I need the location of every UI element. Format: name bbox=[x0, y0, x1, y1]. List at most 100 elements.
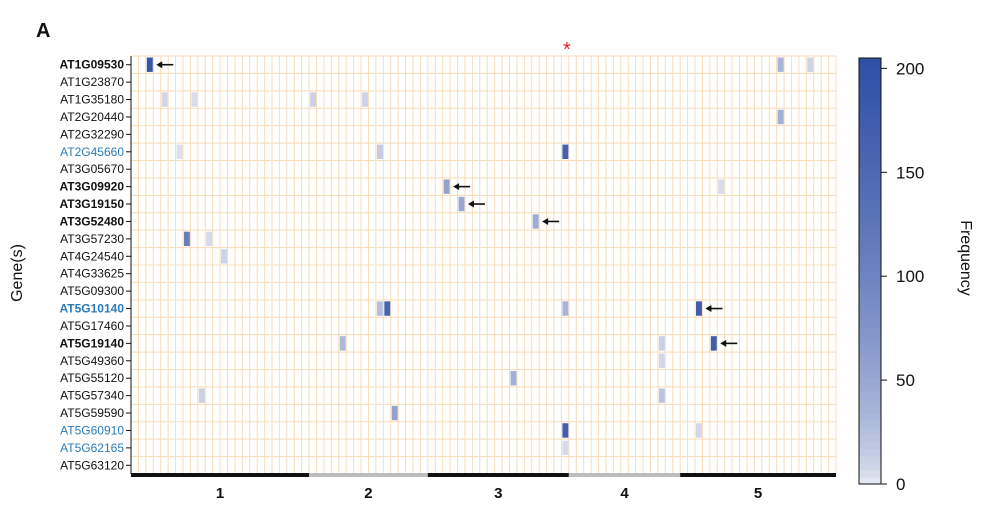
gene-label: AT5G57340 bbox=[60, 389, 124, 403]
arrow-head bbox=[720, 339, 727, 347]
colorbar-step bbox=[859, 263, 881, 272]
colorbar-step bbox=[859, 100, 881, 109]
heatmap-cell bbox=[443, 179, 450, 194]
colorbar-step bbox=[859, 107, 881, 116]
gene-label: AT5G59590 bbox=[60, 406, 124, 420]
arrow-head bbox=[467, 200, 474, 208]
chromosome-segment bbox=[131, 473, 310, 477]
gene-label: AT5G63120 bbox=[60, 458, 124, 472]
colorbar-step bbox=[859, 214, 881, 222]
heatmap-cell bbox=[562, 144, 569, 159]
heatmap-cell bbox=[532, 214, 539, 229]
chromosome-segment bbox=[680, 473, 836, 477]
heatmap-cell bbox=[696, 423, 702, 438]
heatmap-cell bbox=[696, 301, 702, 316]
colorbar-step bbox=[859, 377, 881, 386]
gene-axis: AT1G09530 AT1G23870 AT1G35180 AT2G20440 AT2G… bbox=[60, 56, 132, 474]
heatmap-cell bbox=[221, 249, 227, 264]
heatmap-cell bbox=[161, 92, 168, 107]
heatmap-cell bbox=[362, 92, 368, 107]
colorbar-step bbox=[859, 207, 881, 215]
gene-label: AT5G17460 bbox=[60, 319, 124, 333]
colorbar-step bbox=[859, 58, 881, 66]
gene-label: AT5G60910 bbox=[60, 423, 124, 437]
colorbar-step bbox=[859, 327, 881, 336]
colorbar-step bbox=[859, 136, 881, 144]
heatmap-cells bbox=[146, 57, 814, 456]
colorbar-step bbox=[859, 363, 881, 371]
colorbar-step bbox=[859, 292, 881, 300]
heatmap-cell bbox=[376, 144, 383, 159]
colorbar-step bbox=[859, 434, 881, 442]
heatmap-cell bbox=[562, 423, 569, 438]
colorbar-step bbox=[859, 356, 881, 364]
colorbar-step bbox=[859, 342, 881, 350]
gene-label: AT2G32290 bbox=[60, 127, 124, 141]
colorbar-step bbox=[859, 384, 881, 393]
colorbar-title: Frequency bbox=[957, 220, 974, 296]
heatmap-cell bbox=[146, 57, 153, 72]
y-axis-title: Gene(s) bbox=[9, 244, 26, 302]
gene-label: AT4G33625 bbox=[60, 267, 124, 281]
heatmap-cell bbox=[718, 179, 725, 194]
colorbar-step bbox=[859, 420, 881, 428]
colorbar-step bbox=[859, 228, 881, 237]
heatmap-cell bbox=[777, 57, 784, 72]
colorbar-step bbox=[859, 200, 881, 208]
heatmap-cell bbox=[562, 440, 569, 456]
colorbar-step bbox=[859, 192, 881, 201]
colorbar-step bbox=[859, 370, 881, 379]
heatmap-cell bbox=[191, 92, 198, 107]
arrow-head bbox=[542, 217, 549, 225]
colorbar-step bbox=[859, 441, 881, 450]
heatmap-cell bbox=[658, 388, 665, 403]
colorbar-step bbox=[859, 235, 881, 244]
heatmap-grid bbox=[130, 55, 837, 475]
heatmap-cell bbox=[510, 371, 517, 386]
chromosome-label: 2 bbox=[364, 485, 372, 502]
colorbar-step bbox=[859, 398, 881, 407]
heatmap-cell bbox=[807, 57, 814, 72]
gene-label: AT3G52480 bbox=[60, 214, 125, 228]
colorbar-step bbox=[859, 427, 881, 435]
heatmap-cell bbox=[458, 196, 465, 212]
gene-label: AT2G45660 bbox=[60, 145, 124, 159]
colorbar-tick-label: 200 bbox=[896, 59, 924, 78]
chromosome-segment bbox=[309, 473, 428, 477]
colorbar-tick-label: 50 bbox=[896, 371, 915, 390]
heatmap-cell bbox=[198, 388, 205, 403]
colorbar-step bbox=[859, 405, 881, 414]
colorbar-step bbox=[859, 157, 881, 166]
star-marker: * bbox=[563, 39, 571, 61]
heatmap-cell bbox=[376, 301, 383, 316]
colorbar-step bbox=[859, 448, 881, 457]
colorbar-step bbox=[859, 143, 881, 151]
gene-label: AT5G09300 bbox=[60, 284, 124, 298]
colorbar-frame bbox=[858, 57, 882, 485]
colorbar-step bbox=[859, 242, 881, 251]
gene-label: AT4G24540 bbox=[60, 249, 124, 263]
colorbar-step bbox=[859, 86, 881, 95]
colorbar-step bbox=[859, 271, 881, 279]
colorbar-step bbox=[859, 306, 881, 315]
colorbar-step bbox=[859, 129, 881, 137]
arrow-head bbox=[156, 61, 163, 69]
colorbar-step bbox=[859, 469, 881, 478]
colorbar-step bbox=[859, 455, 881, 464]
chromosome-axis: 1 2 3 4 5 bbox=[131, 473, 836, 502]
heatmap-cell bbox=[384, 301, 391, 316]
colorbar-step bbox=[859, 249, 881, 258]
colorbar-step bbox=[859, 185, 881, 194]
colorbar-step bbox=[859, 462, 881, 471]
colorbar-tick-label: 0 bbox=[896, 475, 905, 494]
gene-label: AT5G49360 bbox=[60, 354, 124, 368]
gene-label: AT1G35180 bbox=[60, 93, 124, 107]
colorbar-step bbox=[859, 413, 881, 421]
colorbar-step bbox=[859, 299, 881, 308]
colorbar-step bbox=[859, 114, 881, 123]
colorbar-step bbox=[859, 79, 881, 87]
colorbar: 0 50 100 150 200 bbox=[858, 57, 924, 494]
colorbar-step bbox=[859, 221, 881, 229]
heatmap-cell bbox=[176, 144, 183, 159]
heatmap-cell bbox=[183, 231, 190, 247]
